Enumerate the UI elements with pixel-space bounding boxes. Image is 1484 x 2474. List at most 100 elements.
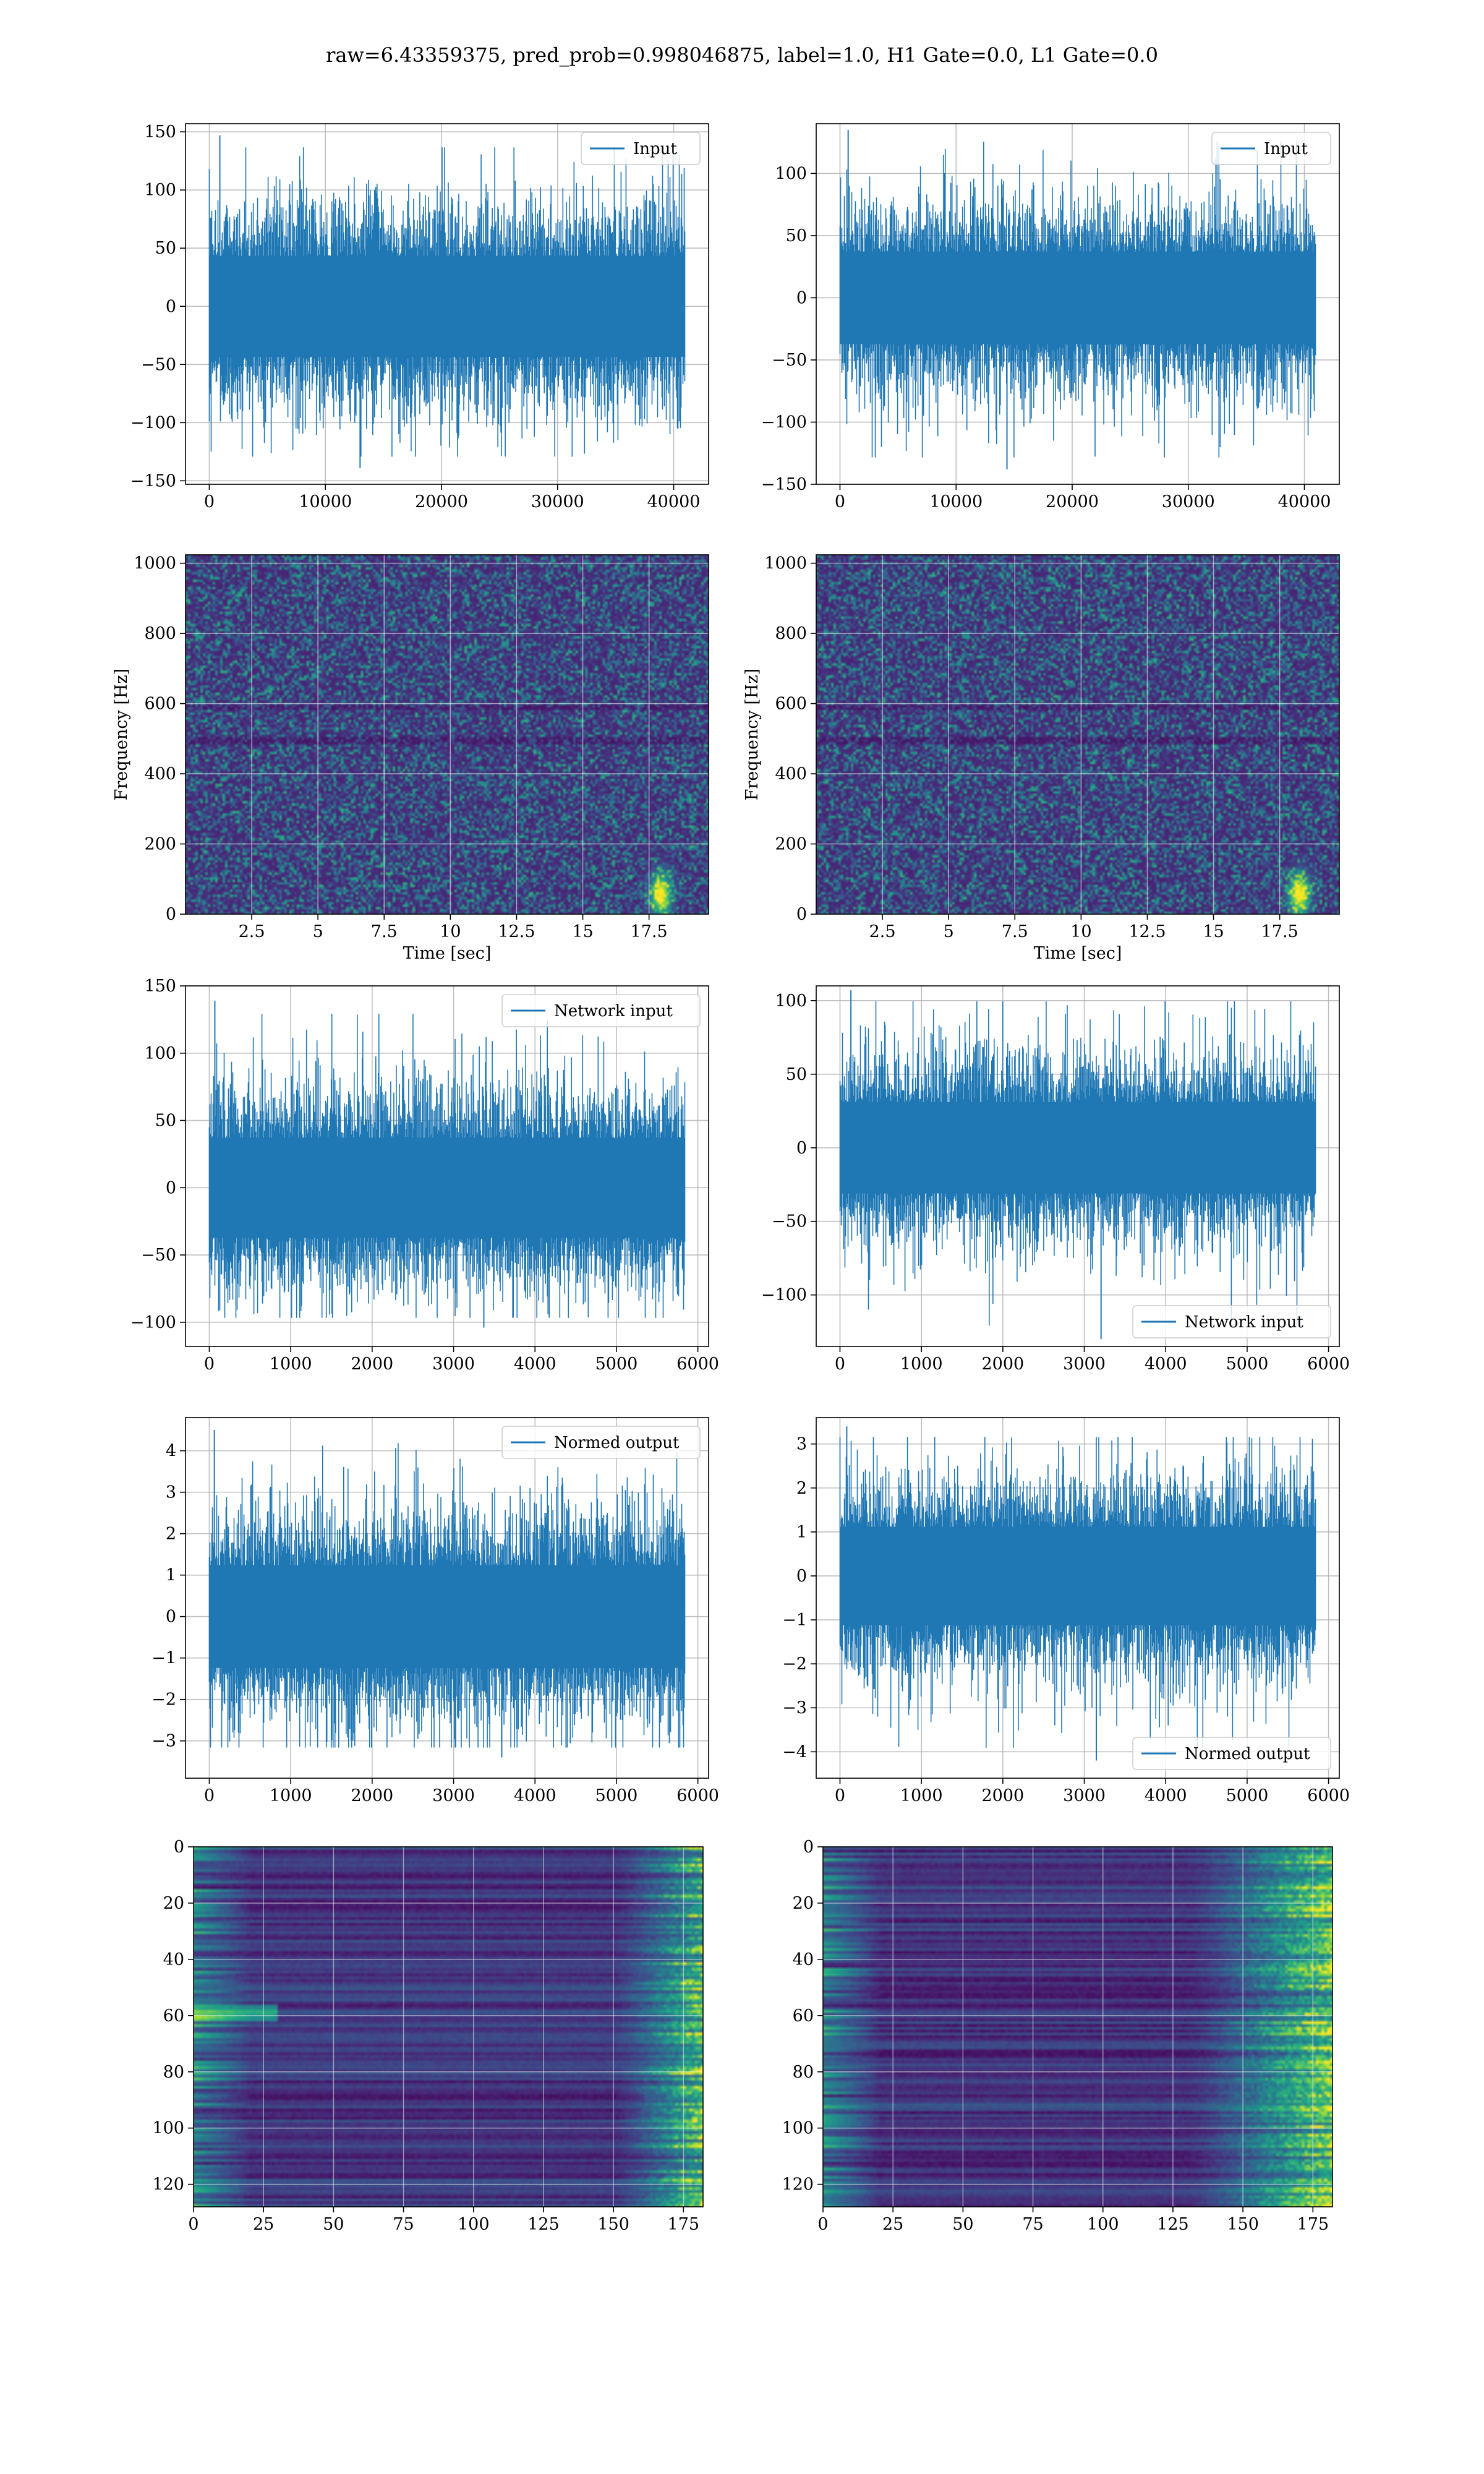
y-tick-label: −100 bbox=[761, 413, 807, 432]
x-tick-label: 125 bbox=[527, 2215, 560, 2234]
y-tick-label: 50 bbox=[155, 239, 176, 258]
x-tick-label: 100 bbox=[1087, 2215, 1119, 2234]
legend-box bbox=[1211, 132, 1331, 165]
y-tick-label: 100 bbox=[775, 991, 807, 1011]
x-tick-label: 50 bbox=[952, 2215, 973, 2234]
legend-label: Input bbox=[1264, 140, 1308, 158]
x-tick-label: 0 bbox=[204, 1786, 215, 1805]
axes-frame bbox=[816, 554, 1340, 915]
series-band bbox=[209, 1137, 685, 1238]
y-tick-label: 100 bbox=[152, 2119, 184, 2138]
y-tick-label: −100 bbox=[761, 1286, 807, 1305]
y-tick-label: 50 bbox=[155, 1111, 176, 1131]
x-axis-label: Time [sec] bbox=[1034, 944, 1122, 963]
x-axis-label: Time [sec] bbox=[403, 944, 492, 963]
y-tick-label: −3 bbox=[782, 1698, 807, 1718]
y-tick-label: 20 bbox=[793, 1894, 814, 1913]
x-tick-label: 25 bbox=[882, 2215, 903, 2234]
x-tick-label: 0 bbox=[204, 492, 215, 511]
y-tick-label: −3 bbox=[151, 1732, 176, 1751]
y-tick-label: 400 bbox=[775, 764, 807, 784]
y-tick-label: 60 bbox=[793, 2006, 814, 2026]
y-tick-label: −50 bbox=[772, 351, 807, 370]
x-tick-label: 10 bbox=[1070, 922, 1091, 941]
series-band bbox=[840, 1102, 1316, 1194]
x-tick-label: 2.5 bbox=[869, 922, 896, 941]
x-tick-label: 5000 bbox=[595, 1786, 638, 1805]
legend-box bbox=[581, 132, 701, 165]
y-tick-label: 0 bbox=[166, 905, 176, 924]
axes-frame bbox=[816, 1417, 1340, 1779]
feature-map-image bbox=[823, 1847, 1333, 2207]
legend-label: Network input bbox=[554, 1002, 673, 1021]
legend-box bbox=[501, 994, 701, 1027]
y-tick-label: 60 bbox=[163, 2006, 184, 2026]
y-tick-label: 2 bbox=[796, 1479, 807, 1498]
y-tick-label: 50 bbox=[786, 226, 807, 246]
x-tick-label: 4000 bbox=[514, 1355, 556, 1374]
x-tick-label: 10000 bbox=[929, 492, 983, 511]
y-tick-label: 120 bbox=[782, 2175, 814, 2194]
legend-label: Input bbox=[633, 140, 677, 158]
y-tick-label: 40 bbox=[793, 1950, 814, 1969]
x-tick-label: 0 bbox=[835, 1355, 845, 1374]
x-tick-label: 0 bbox=[835, 1786, 845, 1805]
y-tick-label: −100 bbox=[130, 1313, 176, 1332]
x-tick-label: 7.5 bbox=[371, 922, 398, 941]
spectrogram-image bbox=[186, 555, 709, 914]
y-tick-label: 0 bbox=[174, 1838, 184, 1857]
axes-frame bbox=[822, 1846, 1333, 2207]
x-tick-label: 12.5 bbox=[1128, 922, 1166, 941]
y-tick-label: 600 bbox=[144, 695, 176, 714]
series-band bbox=[209, 1565, 685, 1668]
y-tick-label: 1 bbox=[796, 1523, 807, 1542]
x-tick-label: 4000 bbox=[1145, 1786, 1187, 1805]
series-band bbox=[209, 255, 685, 357]
x-tick-label: 30000 bbox=[531, 492, 584, 511]
y-tick-label: 150 bbox=[144, 122, 176, 142]
y-tick-label: −2 bbox=[151, 1690, 176, 1710]
l1-spectrogram-panel: 2.5 5 7.5 10 12.5 15 17.5 0 200 400 600 800 1000 Time… bbox=[743, 554, 1340, 963]
axes-frame bbox=[185, 985, 709, 1347]
x-tick-label: 175 bbox=[668, 2215, 700, 2234]
x-tick-label: 15 bbox=[572, 922, 593, 941]
y-tick-label: 1 bbox=[166, 1566, 176, 1585]
x-tick-label: 3000 bbox=[1063, 1355, 1106, 1374]
legend-box bbox=[501, 1426, 701, 1459]
axes-frame bbox=[816, 123, 1340, 485]
y-tick-label: 1000 bbox=[134, 554, 176, 573]
x-tick-label: 12.5 bbox=[498, 922, 535, 941]
y-tick-label: −4 bbox=[782, 1742, 807, 1761]
y-tick-label: 0 bbox=[803, 1838, 814, 1857]
x-tick-label: 17.5 bbox=[1261, 922, 1298, 941]
x-tick-label: 5 bbox=[944, 922, 954, 941]
axes-frame bbox=[185, 1417, 709, 1779]
y-tick-label: −1 bbox=[782, 1611, 807, 1630]
y-tick-label: 1000 bbox=[764, 554, 807, 573]
x-tick-label: 175 bbox=[1297, 2215, 1329, 2234]
y-tick-label: −150 bbox=[130, 471, 176, 490]
axes-frame bbox=[816, 985, 1340, 1347]
y-tick-label: 0 bbox=[796, 1567, 807, 1586]
x-tick-label: 2.5 bbox=[239, 922, 265, 941]
x-tick-label: 20000 bbox=[1046, 492, 1099, 511]
x-tick-label: 7.5 bbox=[1002, 922, 1028, 941]
y-axis-label: Frequency [Hz] bbox=[112, 669, 131, 800]
x-tick-label: 150 bbox=[597, 2215, 629, 2234]
y-tick-label: 2 bbox=[166, 1525, 176, 1544]
y-tick-label: 3 bbox=[796, 1435, 807, 1454]
y-tick-label: 0 bbox=[166, 1178, 176, 1197]
y-tick-label: −50 bbox=[141, 1246, 176, 1265]
y-tick-label: 800 bbox=[775, 624, 807, 643]
y-tick-label: 0 bbox=[796, 1139, 807, 1158]
x-tick-label: 17.5 bbox=[631, 922, 668, 941]
y-tick-label: 800 bbox=[144, 624, 176, 643]
x-tick-label: 0 bbox=[817, 2215, 828, 2234]
x-tick-label: 1000 bbox=[900, 1786, 943, 1805]
x-tick-label: 3000 bbox=[432, 1355, 475, 1374]
y-tick-label: 50 bbox=[786, 1065, 807, 1084]
x-tick-label: 150 bbox=[1227, 2215, 1259, 2234]
x-tick-label: 3000 bbox=[432, 1786, 475, 1805]
feature-map-image bbox=[194, 1847, 703, 2207]
